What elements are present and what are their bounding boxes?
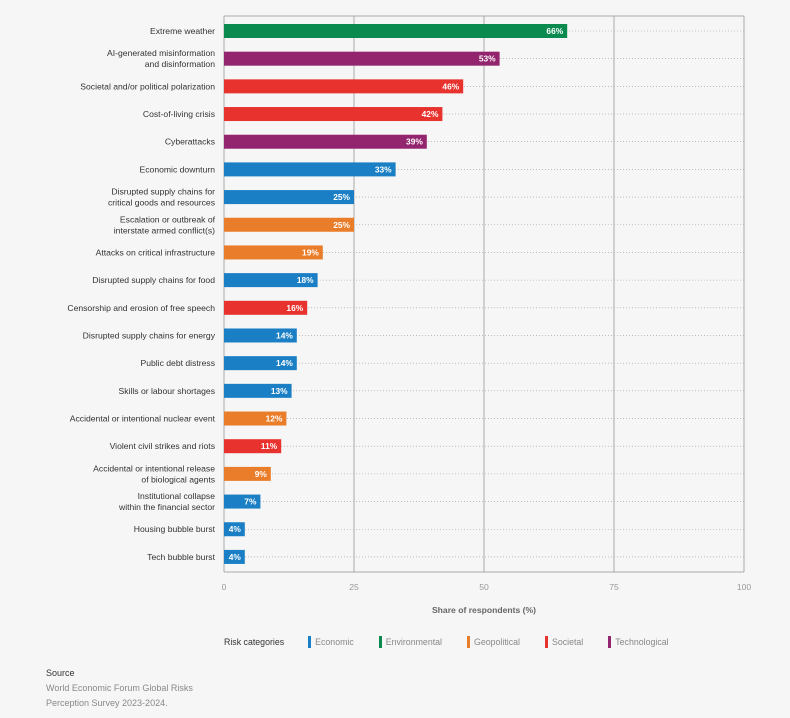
- source-line: Perception Survey 2023-2024.: [46, 698, 168, 708]
- bar: [224, 328, 297, 343]
- category-label: Censorship and erosion of free speech: [67, 303, 215, 313]
- bar: [224, 273, 318, 288]
- legend-item-societal: Societal: [544, 636, 584, 648]
- bar-value-label: 4%: [229, 524, 242, 534]
- bar: [224, 466, 271, 481]
- category-label: Public debt distress: [140, 358, 215, 368]
- bar: [224, 51, 500, 66]
- bar: [224, 107, 443, 122]
- legend-item-technological: Technological: [608, 636, 669, 648]
- category-label: Extreme weather: [150, 26, 215, 36]
- bar-value-label: 7%: [244, 497, 257, 507]
- bar-value-label: 25%: [333, 220, 350, 230]
- legend-title: Risk categories: [224, 637, 285, 647]
- bar-value-label: 9%: [255, 469, 268, 479]
- bar-value-label: 14%: [276, 358, 293, 368]
- legend-label: Environmental: [385, 637, 442, 647]
- category-label: Accidental or intentional release of biol…: [93, 463, 215, 484]
- category-label: Escalation or outbreak of interstate arme…: [114, 214, 216, 235]
- category-label: AI-generated misinformation and disinform…: [107, 48, 215, 69]
- bar-value-label: 46%: [442, 81, 459, 91]
- x-tick-label: 100: [737, 582, 752, 592]
- bar: [224, 411, 287, 426]
- x-tick-label: 75: [609, 582, 619, 592]
- legend-label: Technological: [615, 637, 669, 647]
- category-label: Accidental or intentional nuclear event: [70, 414, 216, 424]
- bar-value-label: 33%: [375, 164, 392, 174]
- bar: [224, 549, 245, 564]
- legend-swatch: [608, 636, 612, 648]
- category-label: Disrupted supply chains for critical good…: [108, 187, 215, 208]
- category-label: Cyberattacks: [165, 137, 215, 147]
- legend-label: Geopolitical: [474, 637, 520, 647]
- source-note: Source World Economic Forum Global Risks…: [46, 666, 193, 711]
- x-axis-label: Share of respondents (%): [432, 605, 536, 615]
- category-label: Economic downturn: [140, 164, 216, 174]
- bar: [224, 190, 354, 205]
- category-label: Housing bubble burst: [134, 524, 216, 534]
- category-label: Disrupted supply chains for energy: [83, 330, 216, 340]
- legend-label: Economic: [315, 637, 354, 647]
- legend-item-geopolitical: Geopolitical: [467, 636, 520, 648]
- legend-item-environmental: Environmental: [378, 636, 442, 648]
- legend-label: Societal: [551, 637, 584, 647]
- bar: [224, 383, 292, 398]
- category-label: Skills or labour shortages: [119, 386, 216, 396]
- category-label: Disrupted supply chains for food: [92, 275, 215, 285]
- bar: [224, 79, 464, 94]
- category-label: Institutional collapse within the financi…: [118, 491, 215, 512]
- bar-value-label: 4%: [229, 552, 242, 562]
- x-tick-label: 25: [349, 582, 359, 592]
- bar: [224, 494, 261, 509]
- legend: Risk categories Economic Environmental G…: [224, 636, 694, 648]
- category-label: Attacks on critical infrastructure: [96, 247, 216, 257]
- legend-item-economic: Economic: [308, 636, 354, 648]
- bar: [224, 300, 308, 315]
- bar-value-label: 42%: [422, 109, 439, 119]
- bar: [224, 245, 323, 260]
- bar: [224, 439, 282, 454]
- bar-chart: 0 25 50 75 100 66% Extreme weather 53% AI-genera…: [67, 15, 752, 615]
- bar-value-label: 14%: [276, 330, 293, 340]
- bar-value-label: 13%: [271, 386, 288, 396]
- bar-value-label: 12%: [266, 414, 283, 424]
- category-label: Societal and/or political polarization: [80, 81, 215, 91]
- bar-value-label: 25%: [333, 192, 350, 202]
- bar: [224, 522, 245, 537]
- bar: [224, 134, 427, 149]
- bar-value-label: 66%: [546, 26, 563, 36]
- legend-swatch: [308, 636, 312, 648]
- bar: [224, 356, 297, 371]
- bar: [224, 24, 568, 38]
- x-tick-label: 50: [479, 582, 489, 592]
- bar-value-label: 16%: [286, 303, 303, 313]
- bar: [224, 162, 396, 177]
- bar-value-label: 18%: [297, 275, 314, 285]
- source-heading: Source: [46, 668, 75, 678]
- bar: [224, 217, 354, 232]
- x-tick-label: 0: [222, 582, 227, 592]
- legend-swatch: [544, 636, 548, 648]
- legend-swatch: [467, 636, 470, 648]
- bar-value-label: 39%: [406, 137, 423, 147]
- category-label: Cost-of-living crisis: [143, 109, 215, 119]
- bar-value-label: 53%: [479, 54, 496, 64]
- category-label: Violent civil strikes and riots: [110, 441, 215, 451]
- bar-value-label: 19%: [302, 247, 319, 257]
- legend-swatch: [378, 636, 382, 648]
- category-label: Tech bubble burst: [147, 552, 215, 562]
- source-line: World Economic Forum Global Risks: [46, 683, 193, 693]
- bar-value-label: 11%: [261, 441, 278, 451]
